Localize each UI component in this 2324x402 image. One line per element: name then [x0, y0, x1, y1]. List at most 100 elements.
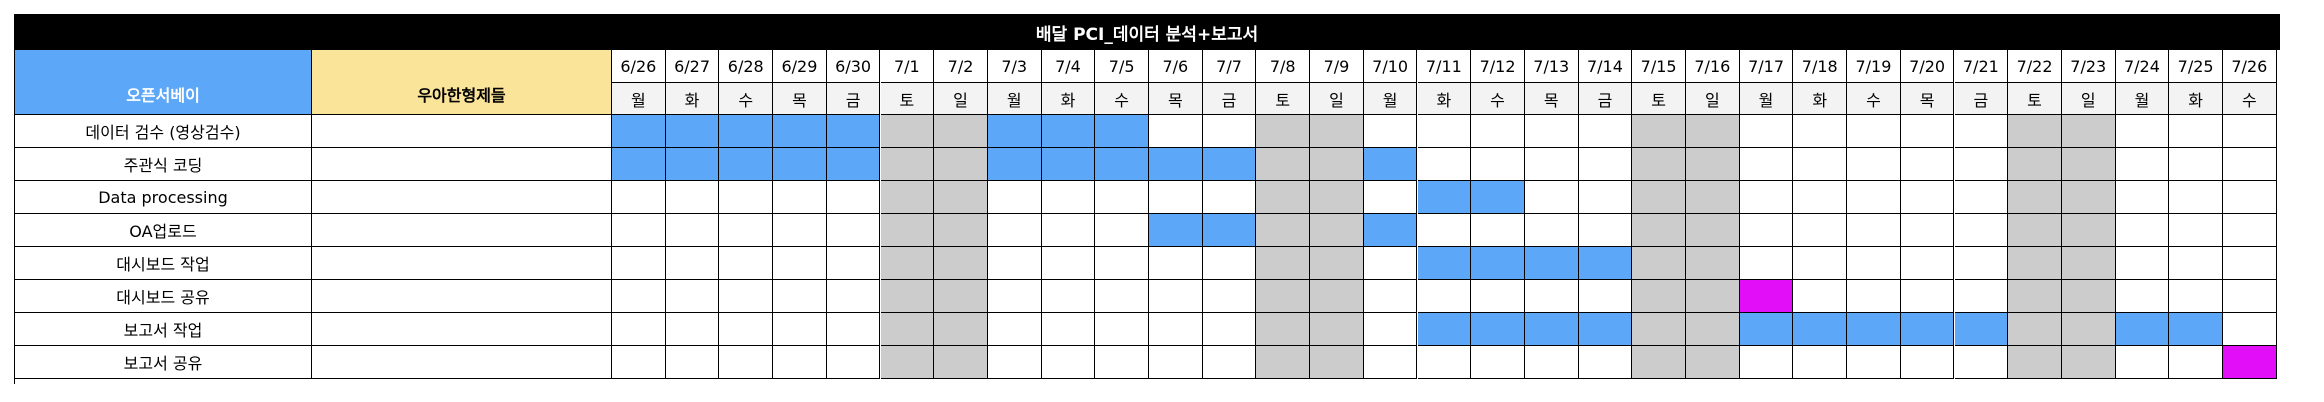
schedule-cell [1578, 115, 1633, 148]
weekend-cell [934, 346, 988, 379]
task-bar-cell [1095, 115, 1149, 148]
weekend-cell [934, 280, 988, 313]
schedule-cell [665, 313, 720, 346]
weekend-cell [1310, 181, 1364, 214]
weekday-header-cell: 금 [1578, 83, 1633, 115]
milestone-cell [2223, 346, 2277, 379]
weekday-header-cell: 금 [826, 83, 881, 115]
schedule-cell [612, 313, 666, 346]
schedule-cell [1524, 346, 1579, 379]
schedule-cell [612, 214, 666, 247]
schedule-cell [1417, 214, 1472, 247]
weekend-cell [1632, 346, 1686, 379]
schedule-cell [1900, 181, 1955, 214]
schedule-cell [612, 280, 666, 313]
schedule-cell [826, 280, 881, 313]
schedule-cell [1578, 181, 1633, 214]
weekday-header-cell: 일 [2061, 83, 2116, 115]
weekend-cell [1632, 148, 1686, 181]
schedule-cell [1095, 346, 1149, 379]
weekday-header-cell: 토 [2008, 83, 2062, 115]
task-name-cell: 대시보드 작업 [14, 247, 312, 280]
weekend-cell [934, 148, 988, 181]
weekend-cell [2008, 181, 2062, 214]
weekend-cell [2008, 346, 2062, 379]
schedule-cell [1363, 346, 1418, 379]
milestone-cell [1739, 280, 1794, 313]
schedule-cell [1041, 280, 1096, 313]
task-name-cell: Data processing [14, 181, 312, 214]
weekend-cell [1686, 247, 1740, 280]
task-bar-cell [1417, 313, 1472, 346]
date-header-cell: 7/4 [1041, 50, 1096, 83]
schedule-cell [1793, 115, 1848, 148]
schedule-cell [1954, 148, 2009, 181]
schedule-cell [1524, 148, 1579, 181]
task-owner-cell [312, 280, 612, 313]
schedule-cell [1363, 247, 1418, 280]
weekday-header-cell: 수 [719, 83, 774, 115]
date-header-cell: 7/16 [1686, 50, 1740, 83]
weekday-header-cell: 화 [2169, 83, 2223, 115]
weekend-cell [1256, 181, 1311, 214]
weekend-cell [934, 313, 988, 346]
weekday-header-cell: 일 [1686, 83, 1740, 115]
schedule-cell [2169, 148, 2223, 181]
schedule-cell [1471, 346, 1525, 379]
schedule-cell [1578, 346, 1633, 379]
task-bar-cell [1095, 148, 1149, 181]
schedule-cell [1900, 280, 1955, 313]
schedule-cell [2169, 214, 2223, 247]
date-header-cell: 7/22 [2008, 50, 2062, 83]
task-bar-cell [612, 115, 666, 148]
weekend-cell [880, 148, 935, 181]
schedule-cell [1578, 214, 1633, 247]
schedule-cell [1149, 247, 1203, 280]
schedule-cell [665, 214, 720, 247]
date-header-cell: 7/13 [1524, 50, 1579, 83]
schedule-cell [826, 214, 881, 247]
schedule-cell [1578, 148, 1633, 181]
weekday-header-cell: 수 [2223, 83, 2277, 115]
header-openservey: 오픈서베이 [14, 50, 312, 115]
schedule-cell [987, 346, 1042, 379]
schedule-cell [826, 181, 881, 214]
schedule-cell [2115, 181, 2170, 214]
schedule-cell [1471, 115, 1525, 148]
schedule-cell [773, 181, 827, 214]
schedule-cell [1793, 148, 1848, 181]
schedule-cell [1095, 280, 1149, 313]
schedule-cell [612, 346, 666, 379]
schedule-cell [1739, 181, 1794, 214]
schedule-cell [1095, 181, 1149, 214]
weekend-cell [2061, 148, 2116, 181]
weekday-header-cell: 목 [1900, 83, 1955, 115]
weekend-cell [1310, 247, 1364, 280]
weekend-cell [2008, 115, 2062, 148]
schedule-cell [1471, 280, 1525, 313]
task-bar-cell [1149, 148, 1203, 181]
weekend-cell [2008, 247, 2062, 280]
weekday-header-cell: 금 [1202, 83, 1257, 115]
task-bar-cell [1471, 247, 1525, 280]
date-header-cell: 6/26 [612, 50, 666, 83]
date-header-cell: 6/29 [773, 50, 827, 83]
weekend-cell [1256, 280, 1311, 313]
weekday-header-cell: 일 [934, 83, 988, 115]
schedule-cell [1202, 247, 1257, 280]
schedule-cell [1847, 148, 1901, 181]
schedule-cell [1363, 280, 1418, 313]
weekend-cell [1632, 181, 1686, 214]
weekend-cell [1310, 214, 1364, 247]
weekend-cell [880, 214, 935, 247]
date-header-cell: 7/10 [1363, 50, 1418, 83]
date-header-cell: 7/17 [1739, 50, 1794, 83]
weekend-cell [934, 247, 988, 280]
task-name-cell: 보고서 공유 [14, 346, 312, 379]
schedule-cell [1954, 115, 2009, 148]
task-bar-cell [1417, 181, 1472, 214]
date-header-cell: 7/12 [1471, 50, 1525, 83]
date-header-cell: 7/24 [2115, 50, 2170, 83]
weekend-cell [1310, 115, 1364, 148]
schedule-cell [1954, 247, 2009, 280]
